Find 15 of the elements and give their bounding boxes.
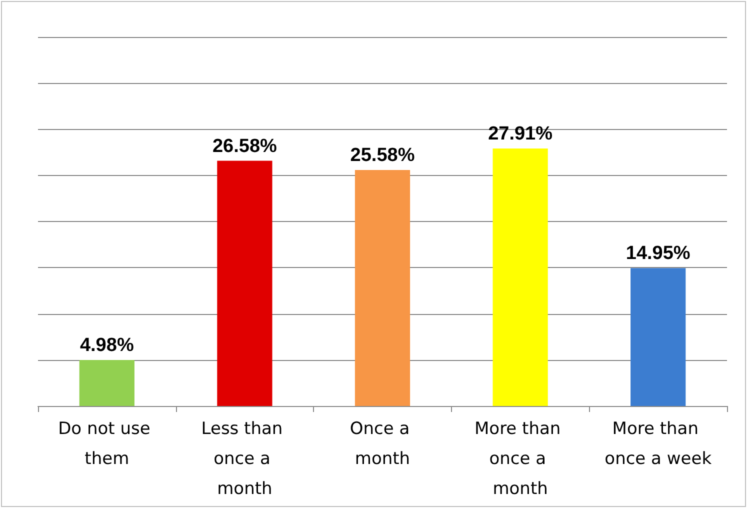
data-label: 27.91% (488, 124, 553, 145)
bar (492, 148, 548, 406)
data-label: 4.98% (80, 335, 134, 356)
x-tick-label: Less than once a month (201, 419, 288, 499)
bar (79, 360, 134, 406)
data-label: 26.58% (212, 136, 278, 157)
data-label: 25.58% (350, 145, 415, 166)
x-tick-label: Once a month (350, 419, 416, 469)
bar (354, 170, 410, 406)
data-label: 14.95% (626, 243, 690, 264)
x-tick-label: More than once a week (604, 419, 712, 469)
x-tick-label: Do not use them (58, 419, 156, 469)
bar (630, 268, 686, 406)
bar (217, 160, 272, 406)
x-tick-label: More than once a month (474, 419, 566, 499)
